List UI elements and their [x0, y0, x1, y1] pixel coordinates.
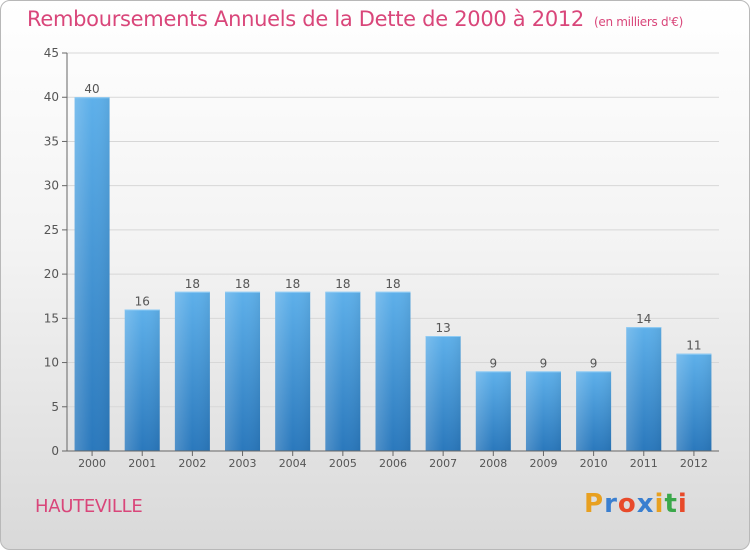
proxiti-logo[interactable]: Proxiti — [584, 489, 688, 519]
bar-layer — [74, 97, 712, 451]
title-text: Remboursements Annuels de la Dette de 20… — [27, 7, 584, 31]
data-label: 16 — [135, 294, 150, 308]
bar-sheen — [275, 291, 311, 451]
commune-name: HAUTEVILLE — [35, 496, 143, 517]
bar-sheen — [525, 371, 561, 451]
logo-letter: t — [664, 489, 678, 519]
y-tick-label: 35 — [44, 134, 59, 148]
chart-title: Remboursements Annuels de la Dette de 20… — [27, 7, 683, 31]
y-tick-label: 25 — [44, 223, 59, 237]
x-tick-label: 2001 — [128, 457, 156, 470]
y-tick-label: 20 — [44, 267, 59, 281]
data-label: 11 — [686, 339, 701, 353]
data-label: 18 — [385, 277, 400, 291]
data-label: 18 — [335, 277, 350, 291]
logo-letter: P — [584, 489, 605, 519]
x-tick-label: 2012 — [680, 457, 708, 470]
x-tick-label: 2011 — [630, 457, 658, 470]
x-tick-label: 2004 — [279, 457, 307, 470]
label-layer: 40 16 18 18 18 18 18 13 9 9 9 14 11 — [84, 82, 701, 370]
unit-label: (en milliers d'€) — [594, 15, 684, 29]
x-tick-label: 2006 — [379, 457, 407, 470]
axis-layer: 0 5 10 15 20 25 30 35 40 45 2000 2001 2002 2003 2004 20… — [44, 46, 719, 470]
bar-sheen — [174, 291, 210, 451]
x-tick-label: 2010 — [580, 457, 608, 470]
x-tick-label: 2002 — [178, 457, 206, 470]
bar-sheen — [475, 371, 511, 451]
data-label: 40 — [84, 82, 99, 96]
y-tick-label: 10 — [44, 356, 59, 370]
bar-sheen — [325, 291, 361, 451]
logo-letter: o — [617, 489, 637, 519]
logo-letter: r — [604, 489, 618, 519]
data-label: 18 — [235, 277, 250, 291]
data-label: 9 — [489, 356, 497, 370]
data-label: 9 — [590, 356, 598, 370]
x-tick-label: 2008 — [479, 457, 507, 470]
data-label: 13 — [436, 321, 451, 335]
data-label: 18 — [185, 277, 200, 291]
y-tick-label: 40 — [44, 90, 59, 104]
bar-sheen — [74, 97, 110, 451]
bar-sheen — [225, 291, 261, 451]
bar-sheen — [375, 291, 411, 451]
bar-sheen — [425, 336, 461, 451]
y-tick-label: 30 — [44, 179, 59, 193]
x-tick-label: 2007 — [429, 457, 457, 470]
x-tick-label: 2009 — [529, 457, 557, 470]
bar-sheen — [124, 309, 160, 451]
x-tick-label: 2003 — [229, 457, 257, 470]
data-label: 9 — [540, 356, 548, 370]
x-tick-label: 2005 — [329, 457, 357, 470]
y-tick-label: 45 — [44, 46, 59, 60]
data-label: 18 — [285, 277, 300, 291]
x-tick-label: 2000 — [78, 457, 106, 470]
bar-sheen — [676, 353, 712, 451]
y-tick-label: 15 — [44, 311, 59, 325]
y-tick-label: 0 — [51, 444, 59, 458]
logo-letter: i — [677, 489, 688, 519]
bar-sheen — [576, 371, 612, 451]
logo-letter: x — [636, 489, 655, 519]
data-label: 14 — [636, 312, 651, 326]
logo-letter: i — [654, 489, 665, 519]
bar-sheen — [626, 327, 662, 451]
y-tick-label: 5 — [51, 400, 59, 414]
